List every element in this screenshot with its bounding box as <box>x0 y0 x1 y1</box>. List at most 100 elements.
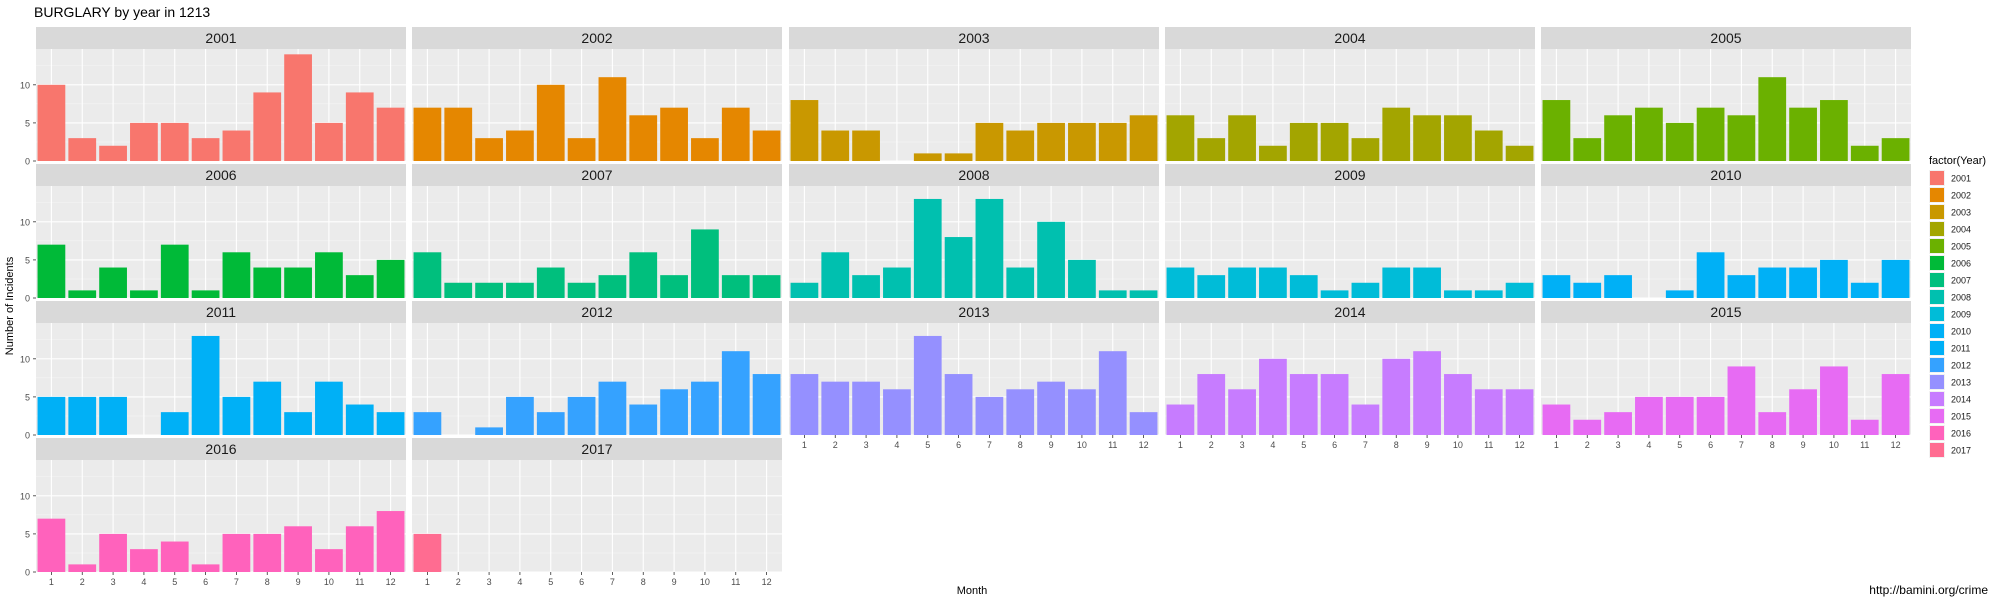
bar-2015-month-11 <box>1850 419 1879 435</box>
x-tick-label: 2 <box>80 577 85 587</box>
bar-2016-month-2 <box>68 564 97 572</box>
bar-2011-month-8 <box>253 381 282 435</box>
bar-2013-month-6 <box>944 374 973 435</box>
facet-strip <box>1165 301 1535 323</box>
bar-2003-month-8 <box>1006 130 1035 161</box>
bar-2007-month-12 <box>752 275 781 298</box>
facet-strip <box>789 27 1159 49</box>
facet-strip-label: 2014 <box>1334 304 1365 320</box>
plot-background <box>36 186 406 298</box>
legend-label: 2006 <box>1951 259 1971 269</box>
bar-2004-month-4 <box>1259 145 1287 161</box>
facet-strip <box>36 301 406 323</box>
facet-strip <box>789 301 1159 323</box>
facet-strip-label: 2016 <box>205 441 236 457</box>
y-tick-label: 5 <box>25 255 30 265</box>
x-axis-label: Month <box>957 585 988 597</box>
bar-2005-month-5 <box>1665 122 1694 161</box>
bar-2009-month-9 <box>1413 267 1441 298</box>
plot-background <box>412 186 782 298</box>
legend-label: 2011 <box>1951 344 1970 354</box>
bar-2009-month-11 <box>1474 290 1503 298</box>
bar-2006-month-1 <box>37 244 66 298</box>
facet-panel-2009: 2009 <box>1165 164 1535 299</box>
bar-2007-month-4 <box>506 282 534 298</box>
legend-item-2013: 2013 <box>1929 374 1971 390</box>
bar-2010-month-12 <box>1881 259 1910 298</box>
x-tick-label: 8 <box>641 577 646 587</box>
bar-2013-month-10 <box>1068 389 1096 435</box>
facet-panel-2006: 2006 0 5 10 <box>20 164 406 304</box>
bar-2001-month-10 <box>315 122 343 161</box>
facet-strip <box>1165 27 1535 49</box>
bar-2014-month-10 <box>1444 374 1472 435</box>
bar-2001-month-1 <box>37 84 66 161</box>
x-tick-label: 12 <box>386 577 396 587</box>
bar-2013-month-1 <box>790 374 819 435</box>
bar-2014-month-7 <box>1351 404 1380 435</box>
bar-2005-month-2 <box>1573 138 1602 161</box>
bar-2010-month-10 <box>1820 259 1848 298</box>
x-tick-label: 9 <box>672 577 677 587</box>
bar-2014-month-6 <box>1320 374 1349 435</box>
bar-2016-month-4 <box>130 549 158 572</box>
bar-2012-month-11 <box>721 351 750 435</box>
bar-2009-month-10 <box>1444 290 1472 298</box>
bar-2009-month-7 <box>1351 282 1380 298</box>
bar-2002-month-5 <box>536 84 565 161</box>
bar-2006-month-12 <box>376 259 405 298</box>
bar-2002-month-2 <box>444 107 473 161</box>
bar-2008-month-7 <box>975 198 1004 298</box>
bar-2015-month-8 <box>1758 412 1787 435</box>
bar-2004-month-9 <box>1413 115 1441 161</box>
x-tick-label: 7 <box>1739 440 1744 450</box>
legend-item-2016: 2016 <box>1929 425 1971 441</box>
bar-2015-month-9 <box>1789 389 1817 435</box>
bar-2001-month-5 <box>160 122 189 161</box>
bar-2016-month-9 <box>284 526 312 572</box>
bar-2008-month-12 <box>1129 290 1158 298</box>
facet-panel-2005: 2005 <box>1541 27 1911 162</box>
x-tick-label: 3 <box>864 440 869 450</box>
legend-swatch <box>1930 358 1944 372</box>
legend-swatch <box>1930 171 1944 185</box>
bar-2014-month-5 <box>1289 374 1318 435</box>
x-tick-label: 2 <box>1209 440 1214 450</box>
bar-2007-month-9 <box>660 275 688 298</box>
bar-2003-month-1 <box>790 100 819 161</box>
bar-2014-month-2 <box>1197 374 1226 435</box>
bar-2004-month-5 <box>1289 122 1318 161</box>
bar-2001-month-11 <box>345 92 374 161</box>
x-tick-label: 3 <box>1240 440 1245 450</box>
x-tick-label: 4 <box>894 440 899 450</box>
bar-2002-month-9 <box>660 107 688 161</box>
bar-2014-month-4 <box>1259 358 1287 435</box>
bar-2016-month-10 <box>315 549 343 572</box>
plot-background <box>36 460 406 572</box>
y-tick-label: 0 <box>25 568 30 578</box>
bar-2011-month-5 <box>160 412 189 435</box>
x-tick-label: 4 <box>1270 440 1275 450</box>
facet-strip <box>1165 164 1535 186</box>
legend-label: 2013 <box>1951 378 1971 388</box>
bar-2007-month-10 <box>691 229 719 298</box>
bar-2007-month-11 <box>721 275 750 298</box>
plot-background <box>412 49 782 161</box>
facet-panel-2008: 2008 <box>789 164 1159 299</box>
bar-2007-month-5 <box>536 267 565 298</box>
bar-2009-month-2 <box>1197 275 1226 298</box>
bar-2009-month-3 <box>1228 267 1256 298</box>
bar-2004-month-10 <box>1444 115 1472 161</box>
y-tick-label: 10 <box>20 80 30 90</box>
bar-2015-month-2 <box>1573 419 1602 435</box>
legend-label: 2005 <box>1951 242 1971 252</box>
x-tick-label: 7 <box>1363 440 1368 450</box>
plot-background <box>1541 186 1911 298</box>
facet-panel-2004: 2004 <box>1165 27 1535 162</box>
legend-item-2017: 2017 <box>1929 442 1971 458</box>
bar-2005-month-6 <box>1696 107 1725 161</box>
bar-2015-month-12 <box>1881 374 1910 435</box>
